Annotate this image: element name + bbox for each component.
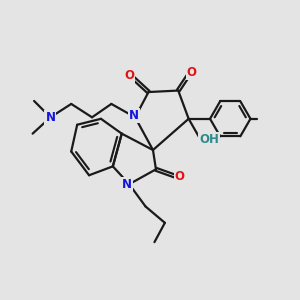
Text: N: N <box>45 111 56 124</box>
Text: O: O <box>124 69 134 82</box>
Text: N: N <box>122 178 132 191</box>
Text: OH: OH <box>199 133 219 146</box>
Text: N: N <box>129 109 139 122</box>
Text: O: O <box>187 66 196 79</box>
Text: O: O <box>175 170 185 183</box>
